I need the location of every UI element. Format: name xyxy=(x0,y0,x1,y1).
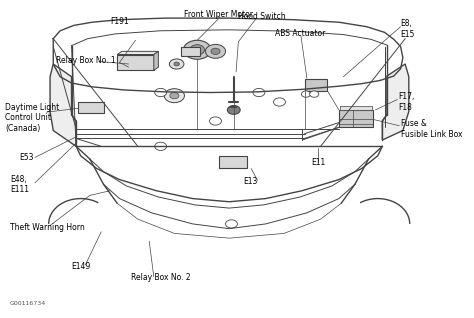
Text: Fuse &
Fusible Link Box: Fuse & Fusible Link Box xyxy=(401,119,462,139)
Text: G00116734: G00116734 xyxy=(10,301,46,306)
Polygon shape xyxy=(383,64,409,140)
Polygon shape xyxy=(117,51,158,54)
Text: E48,
E111: E48, E111 xyxy=(10,175,29,194)
Circle shape xyxy=(170,93,179,99)
Circle shape xyxy=(169,59,184,69)
Text: E13: E13 xyxy=(243,177,257,186)
Circle shape xyxy=(164,89,184,103)
Circle shape xyxy=(301,91,310,97)
Text: Front Wiper Motor: Front Wiper Motor xyxy=(183,10,253,19)
Circle shape xyxy=(310,91,319,97)
Circle shape xyxy=(174,62,179,66)
Text: Relay Box No. 2: Relay Box No. 2 xyxy=(131,273,191,282)
Circle shape xyxy=(183,40,211,59)
Polygon shape xyxy=(154,51,158,70)
Bar xyxy=(305,79,328,91)
Circle shape xyxy=(210,117,221,125)
Circle shape xyxy=(228,106,240,114)
Text: Daytime Light
Control Unit
(Canada): Daytime Light Control Unit (Canada) xyxy=(5,103,60,133)
Bar xyxy=(339,110,373,127)
Circle shape xyxy=(155,142,166,150)
Text: Theft Warning Horn: Theft Warning Horn xyxy=(10,223,84,232)
Text: Relay Box No. 1: Relay Box No. 1 xyxy=(55,56,115,66)
Circle shape xyxy=(273,98,285,106)
Bar xyxy=(181,47,201,56)
Text: E11: E11 xyxy=(311,158,326,167)
Bar xyxy=(117,54,154,70)
Polygon shape xyxy=(50,64,76,146)
Text: F17,
F18: F17, F18 xyxy=(398,92,415,112)
Text: F191: F191 xyxy=(110,17,129,26)
Bar xyxy=(219,156,246,169)
Text: E8,
E15: E8, E15 xyxy=(401,19,415,39)
Circle shape xyxy=(211,48,220,54)
Circle shape xyxy=(155,88,166,97)
Circle shape xyxy=(205,45,226,58)
Bar xyxy=(340,106,372,110)
Text: E53: E53 xyxy=(19,153,34,162)
Text: E149: E149 xyxy=(72,262,91,271)
Circle shape xyxy=(226,220,237,228)
Circle shape xyxy=(190,45,204,55)
Text: Hood Switch: Hood Switch xyxy=(238,12,286,21)
Circle shape xyxy=(253,88,265,97)
Text: ABS Actuator: ABS Actuator xyxy=(275,30,325,38)
Bar xyxy=(78,102,103,113)
